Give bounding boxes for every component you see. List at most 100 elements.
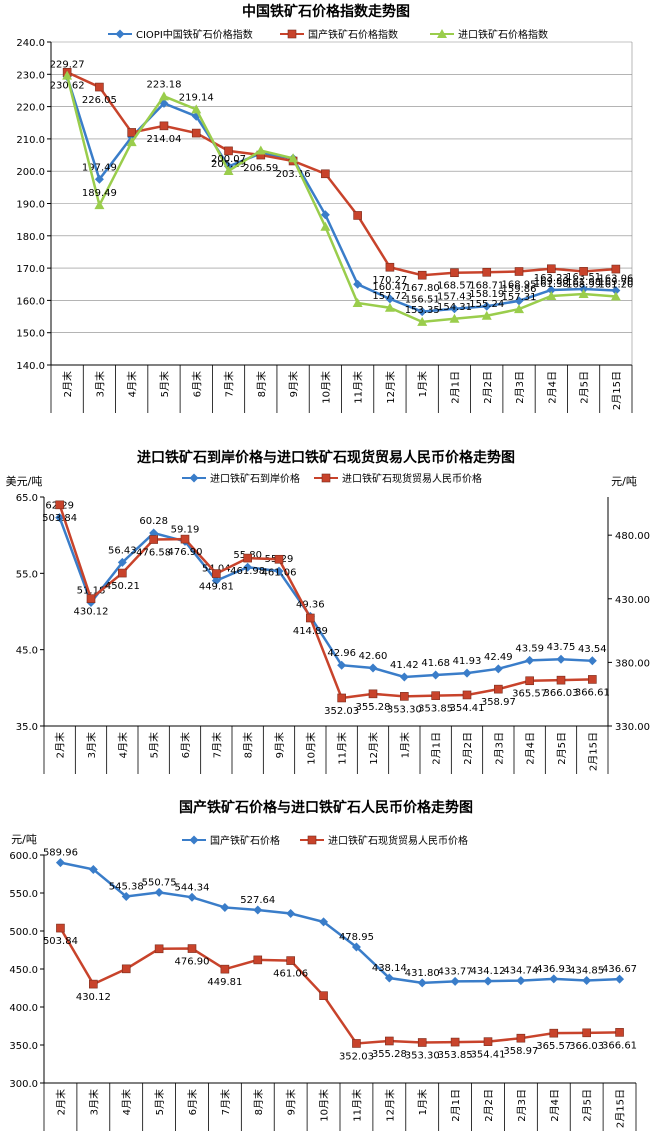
y-tick-label: 35.0 — [16, 722, 38, 733]
data-label: 168.57 — [437, 281, 472, 292]
data-point — [94, 174, 104, 184]
data-point — [385, 1036, 394, 1046]
y-tick-label: 300.0 — [9, 1079, 38, 1090]
data-label: 436.67 — [602, 964, 637, 975]
data-point — [337, 693, 346, 703]
x-tick-label: 4月末 — [126, 371, 139, 397]
y-tick-label: 600.0 — [9, 851, 38, 862]
data-point — [89, 979, 98, 989]
data-point — [224, 146, 233, 156]
data-point — [494, 684, 503, 694]
data-label: 59.19 — [171, 524, 200, 535]
data-label: 545.38 — [109, 882, 144, 893]
data-point — [547, 264, 556, 274]
data-label: 41.68 — [421, 658, 450, 669]
y-tick-label: 45.0 — [16, 646, 38, 657]
data-label: 366.03 — [544, 688, 579, 699]
y-tick-label: 350.0 — [9, 1041, 38, 1052]
data-label: 41.42 — [390, 660, 419, 671]
data-point — [191, 128, 201, 138]
x-tick-label: 2月末 — [54, 732, 67, 758]
data-point — [549, 1028, 559, 1038]
x-tick-label: 6月末 — [190, 371, 203, 397]
x-tick-label: 12月末 — [367, 732, 380, 765]
data-label: 158.19 — [469, 289, 504, 300]
x-tick-label: 2月15日 — [587, 732, 599, 771]
x-tick-label: 2月4日 — [546, 371, 558, 404]
chart-title: 中国铁矿石价格指数走势图 — [242, 3, 410, 20]
x-tick-label: 2月15日 — [611, 371, 623, 410]
data-point — [546, 285, 556, 295]
y2-tick-label: 430.00 — [615, 595, 650, 606]
data-label: 353.30 — [405, 1050, 440, 1061]
data-label: 156.51 — [405, 295, 440, 306]
data-label: 434.85 — [569, 966, 604, 977]
x-tick-label: 2月3日 — [516, 1089, 528, 1122]
data-label: 353.30 — [387, 704, 422, 715]
data-point — [86, 594, 96, 603]
data-label: 155.24 — [469, 299, 504, 310]
x-tick-label: 2月2日 — [482, 371, 494, 404]
series-line — [58, 504, 593, 700]
data-point — [95, 82, 104, 92]
data-point — [417, 1038, 427, 1047]
data-point — [274, 566, 284, 576]
x-tick-label: 10月末 — [318, 1089, 331, 1122]
data-label: 358.97 — [481, 697, 516, 708]
data-point — [88, 864, 98, 874]
data-point — [481, 310, 492, 320]
data-point — [126, 137, 137, 147]
data-point — [482, 267, 492, 277]
data-label: 478.95 — [339, 932, 374, 943]
data-label: 163.23 — [534, 273, 569, 284]
data-label: 434.12 — [471, 966, 506, 977]
data-label: 163.06 — [598, 274, 633, 285]
data-point — [483, 1037, 493, 1046]
data-label: 168.71 — [469, 280, 504, 291]
x-tick-label: 11月末 — [336, 732, 349, 765]
x-tick-label: 8月末 — [252, 1089, 265, 1115]
x-tick-label: 2月1日 — [449, 371, 461, 404]
x-tick-label: 2月1日 — [431, 732, 443, 765]
y-tick-label: 160.0 — [16, 296, 45, 307]
data-point — [431, 670, 441, 680]
x-tick-label: 10月末 — [319, 371, 332, 404]
x-tick-label: 12月末 — [383, 1089, 396, 1122]
data-label: 365.57 — [536, 1041, 571, 1052]
y-tick-label: 200.0 — [16, 167, 45, 178]
data-point — [514, 304, 525, 314]
data-point — [549, 974, 559, 984]
y-tick-label: 220.0 — [16, 103, 45, 114]
x-tick-label: 9月末 — [273, 732, 286, 758]
x-tick-label: 5月末 — [158, 371, 171, 397]
data-point — [417, 316, 428, 326]
data-point — [158, 91, 169, 101]
data-point — [450, 1037, 460, 1047]
data-label: 203.16 — [276, 169, 311, 180]
data-point — [118, 568, 127, 578]
data-label: 223.18 — [146, 79, 181, 90]
chart-domestic-vs-import: 国产铁矿石价格与进口铁矿石人民币价格走势图 300.0 350.0 400.0 450.… — [0, 790, 652, 1143]
data-point — [399, 672, 409, 682]
data-point — [55, 858, 65, 868]
data-label: 60.28 — [139, 516, 168, 527]
data-label: 42.60 — [359, 651, 388, 662]
y-unit-label: 元/吨 — [11, 833, 37, 846]
data-point — [159, 121, 169, 131]
x-tick-label: 6月末 — [179, 732, 192, 758]
y-tick-label: 400.0 — [9, 1003, 38, 1014]
data-label: 354.41 — [471, 1050, 506, 1061]
x-tick-label: 2月1日 — [450, 1089, 462, 1122]
data-label: 476.58 — [136, 548, 171, 559]
data-label: 503.84 — [42, 513, 77, 524]
data-point — [582, 1028, 591, 1038]
data-label: 352.03 — [339, 1051, 374, 1062]
data-label: 170.27 — [372, 275, 407, 286]
data-point — [149, 528, 159, 538]
data-label: 159.86 — [502, 284, 537, 295]
legend-label: 进口铁矿石现货贸易人民币价格 — [328, 834, 468, 847]
data-label: 200.07 — [211, 154, 246, 165]
data-label: 353.85 — [438, 1050, 473, 1061]
data-point — [385, 262, 395, 272]
data-point — [94, 200, 105, 210]
